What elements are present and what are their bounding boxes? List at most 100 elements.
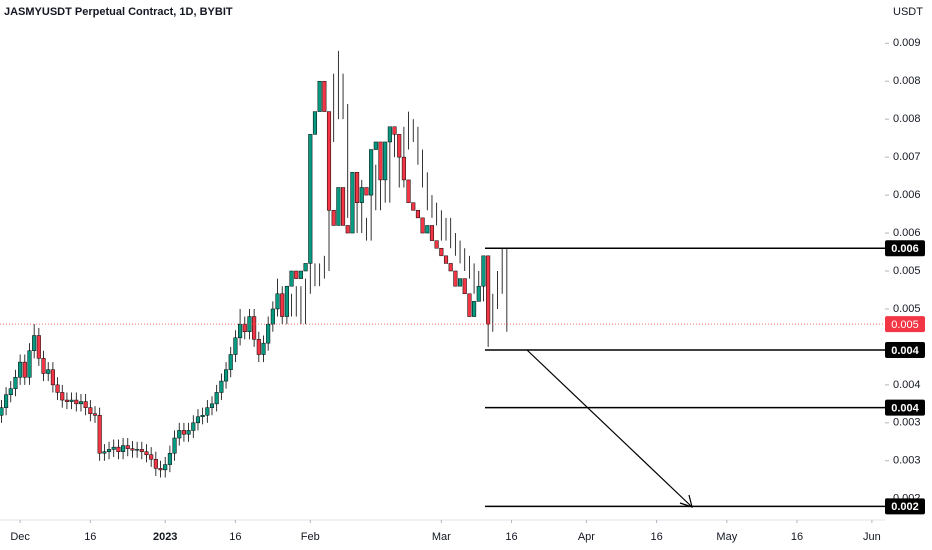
level-tag bbox=[885, 341, 925, 358]
y-axis-label: USDT bbox=[893, 6, 923, 18]
candle-body bbox=[8, 388, 13, 395]
candle-body bbox=[36, 335, 41, 359]
y-tick-label: 0.006 bbox=[893, 227, 921, 239]
x-tick-label: 16 bbox=[791, 531, 803, 543]
candle-body bbox=[378, 141, 383, 181]
candle-body bbox=[172, 437, 177, 454]
x-tick-label: Apr bbox=[578, 531, 595, 543]
candle-body bbox=[406, 179, 411, 203]
candle-body bbox=[434, 240, 439, 249]
candle-body bbox=[64, 399, 69, 402]
candle-body bbox=[472, 301, 477, 317]
candle-body bbox=[223, 369, 229, 382]
candle-body bbox=[50, 369, 55, 386]
candle-body bbox=[294, 270, 299, 279]
x-tick-label: Dec bbox=[10, 531, 30, 543]
candle-body bbox=[83, 401, 88, 408]
candle-body bbox=[106, 449, 112, 452]
candle-body bbox=[429, 225, 435, 241]
candle-body bbox=[397, 134, 402, 158]
candle-body bbox=[195, 416, 201, 424]
y-tick-label: 0.003 bbox=[893, 455, 921, 467]
x-tick-label: Mar bbox=[432, 531, 451, 543]
candle-body bbox=[392, 126, 397, 135]
candle-body bbox=[350, 172, 355, 234]
level-tag bbox=[885, 240, 925, 257]
candle-body bbox=[336, 187, 341, 226]
candle-body bbox=[135, 449, 140, 451]
candle-body bbox=[443, 255, 449, 264]
x-tick-label: 16 bbox=[650, 531, 662, 543]
candle-body bbox=[383, 141, 388, 181]
candle-body bbox=[458, 278, 463, 287]
candle-body bbox=[266, 323, 271, 344]
candle-body bbox=[219, 380, 224, 393]
y-tick-label: 0.006 bbox=[893, 189, 921, 201]
candle-body bbox=[280, 293, 285, 317]
candle-body bbox=[125, 445, 130, 449]
level-tag bbox=[885, 399, 925, 416]
candle-body bbox=[102, 451, 107, 454]
candle-body bbox=[252, 316, 257, 340]
candle-body bbox=[322, 80, 327, 112]
candle-body bbox=[275, 293, 280, 310]
y-tick-label: 0.005 bbox=[893, 265, 921, 277]
candle-body bbox=[256, 339, 261, 355]
candle-body bbox=[364, 187, 369, 196]
candle-body bbox=[139, 449, 144, 452]
level-label: 0.002 bbox=[891, 501, 919, 513]
candle-body bbox=[462, 278, 467, 295]
candle-body bbox=[69, 399, 74, 402]
candle-body bbox=[312, 111, 318, 135]
y-tick-label: 0.004 bbox=[893, 379, 921, 391]
x-tick-label: 16 bbox=[229, 531, 241, 543]
candle-body bbox=[0, 407, 4, 416]
candle-body bbox=[144, 451, 149, 455]
candle-body bbox=[476, 285, 481, 302]
candle-body bbox=[289, 270, 294, 287]
candle-body bbox=[158, 468, 163, 471]
candle-body bbox=[415, 210, 420, 219]
candle-body bbox=[32, 335, 37, 351]
candle-body bbox=[74, 399, 79, 405]
candle-body bbox=[453, 270, 458, 287]
candle-body bbox=[425, 225, 430, 234]
candle-body bbox=[153, 459, 158, 469]
x-tick-label: Jun bbox=[863, 531, 881, 543]
candle-body bbox=[4, 394, 9, 408]
candle-body bbox=[298, 270, 303, 279]
candle-body bbox=[284, 285, 289, 317]
candle-body bbox=[481, 255, 486, 287]
arrow bbox=[526, 349, 693, 508]
candle-body bbox=[486, 255, 491, 325]
y-tick-label: 0.008 bbox=[893, 113, 921, 125]
candle-body bbox=[345, 225, 350, 234]
candle-body bbox=[97, 414, 102, 454]
y-tick-label: 0.005 bbox=[893, 303, 921, 315]
candle-body bbox=[22, 361, 27, 378]
candle-body bbox=[303, 263, 308, 272]
candle-body bbox=[340, 187, 346, 226]
candle-body bbox=[214, 392, 219, 405]
candle-body bbox=[167, 452, 172, 465]
x-tick-label: 16 bbox=[505, 531, 517, 543]
candle-body bbox=[373, 141, 378, 150]
level-label: 0.004 bbox=[891, 403, 919, 415]
level-label: 0.004 bbox=[891, 345, 919, 357]
candle-body bbox=[121, 445, 126, 452]
candle-body bbox=[92, 413, 98, 416]
candle-body bbox=[177, 430, 182, 439]
candle-body bbox=[13, 377, 18, 389]
candle-body bbox=[411, 202, 416, 211]
chart-title: JASMYUSDT Perpetual Contract, 1D, BYBIT bbox=[4, 6, 233, 18]
candle-body bbox=[359, 187, 364, 203]
x-tick-label: May bbox=[716, 531, 737, 543]
candle-body bbox=[326, 111, 332, 211]
candle-body bbox=[55, 384, 60, 393]
candle-body bbox=[186, 430, 191, 435]
candle-body bbox=[233, 337, 238, 355]
candle-body bbox=[308, 134, 313, 264]
candle-body bbox=[27, 350, 32, 378]
last-price-tag bbox=[885, 316, 925, 333]
